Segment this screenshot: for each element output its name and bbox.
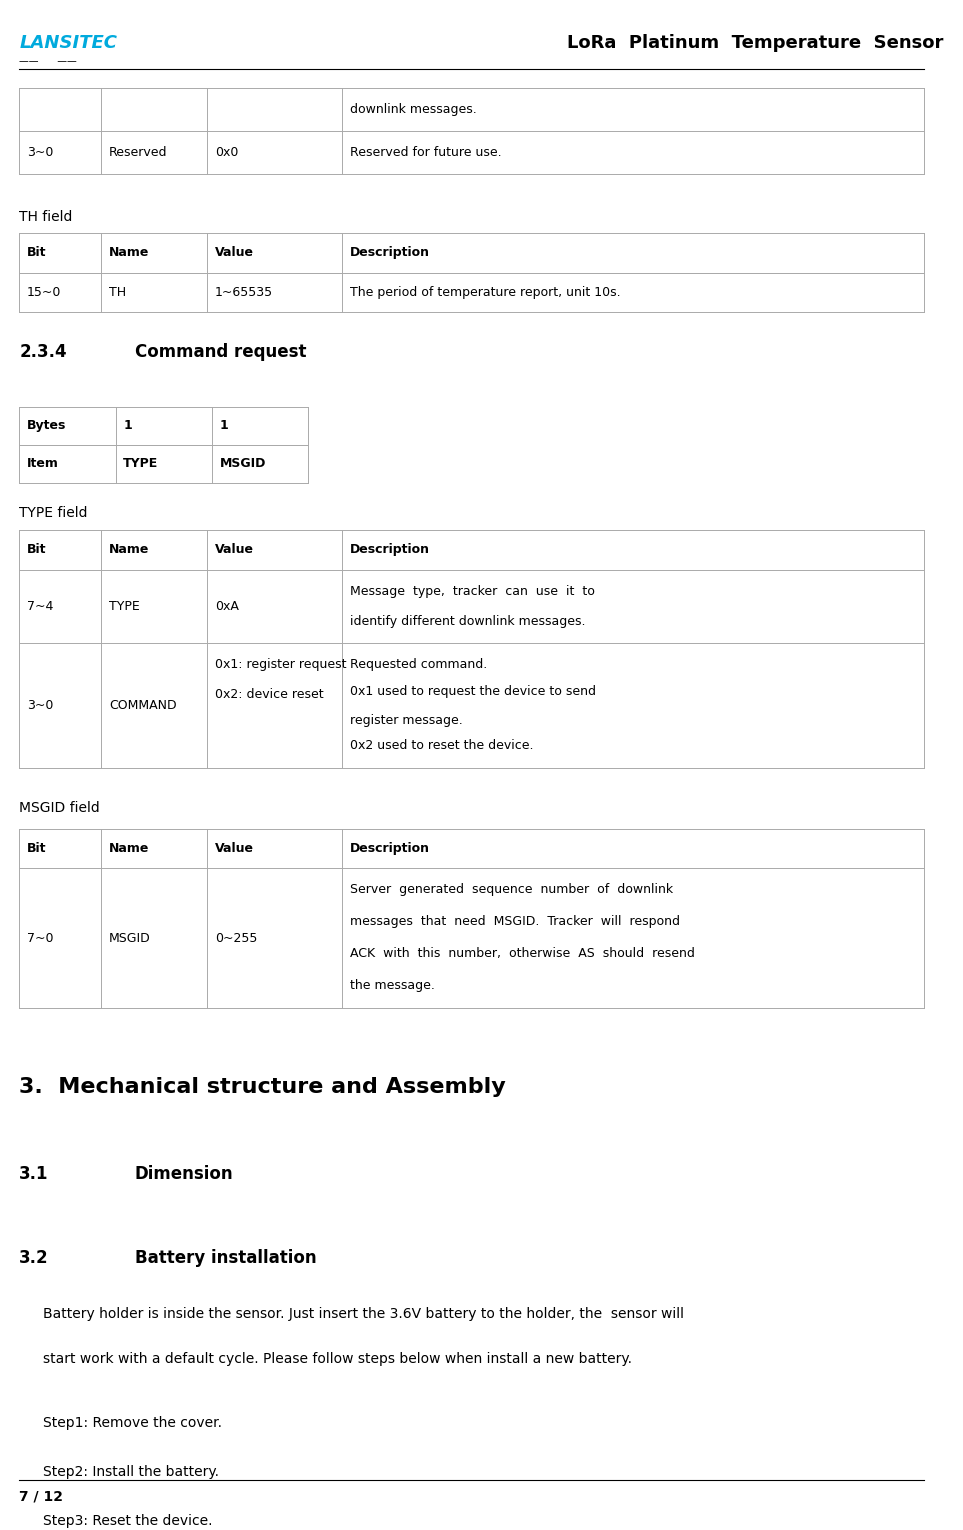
Text: 0x2 used to reset the device.: 0x2 used to reset the device. — [350, 739, 534, 751]
Text: MSGID: MSGID — [109, 932, 150, 944]
Text: 1: 1 — [220, 419, 228, 431]
Text: messages  that  need  MSGID.  Tracker  will  respond: messages that need MSGID. Tracker will r… — [350, 915, 680, 929]
Text: 7~4: 7~4 — [27, 600, 53, 612]
Text: Description: Description — [350, 246, 429, 259]
Text: TYPE: TYPE — [109, 600, 140, 612]
Text: ACK  with  this  number,  otherwise  AS  should  resend: ACK with this number, otherwise AS shoul… — [350, 947, 694, 961]
Text: LoRa  Platinum  Temperature  Sensor: LoRa Platinum Temperature Sensor — [567, 34, 944, 52]
Text: Battery installation: Battery installation — [135, 1248, 317, 1267]
Text: the message.: the message. — [350, 979, 434, 993]
Text: MSGID: MSGID — [220, 457, 266, 470]
Text: Name: Name — [109, 842, 149, 855]
Text: Step1: Remove the cover.: Step1: Remove the cover. — [43, 1417, 222, 1431]
Text: 1~65535: 1~65535 — [215, 286, 273, 298]
Text: 15~0: 15~0 — [27, 286, 62, 298]
Text: 7~0: 7~0 — [27, 932, 54, 944]
Text: 0x0: 0x0 — [215, 145, 238, 159]
Text: register message.: register message. — [350, 715, 462, 727]
Text: Bit: Bit — [27, 246, 46, 259]
Text: Command request: Command request — [135, 343, 306, 361]
Text: Battery holder is inside the sensor. Just insert the 3.6V battery to the holder,: Battery holder is inside the sensor. Jus… — [43, 1307, 685, 1320]
Text: Name: Name — [109, 543, 149, 557]
Text: Bit: Bit — [27, 543, 46, 557]
Text: TH field: TH field — [19, 210, 72, 225]
Text: Bit: Bit — [27, 842, 46, 855]
Text: TYPE field: TYPE field — [19, 505, 88, 520]
Text: Reserved for future use.: Reserved for future use. — [350, 145, 501, 159]
Text: 3.  Mechanical structure and Assembly: 3. Mechanical structure and Assembly — [19, 1077, 506, 1097]
Text: 0x1: register request: 0x1: register request — [215, 658, 347, 672]
Text: 0x1 used to request the device to send: 0x1 used to request the device to send — [350, 685, 595, 698]
Text: 1: 1 — [123, 419, 132, 431]
Text: 0~255: 0~255 — [215, 932, 257, 944]
Text: MSGID field: MSGID field — [19, 802, 100, 815]
Text: 7 / 12: 7 / 12 — [19, 1490, 64, 1504]
Text: Message  type,  tracker  can  use  it  to: Message type, tracker can use it to — [350, 584, 594, 598]
Text: Step2: Install the battery.: Step2: Install the battery. — [43, 1466, 220, 1480]
Text: Server  generated  sequence  number  of  downlink: Server generated sequence number of down… — [350, 883, 673, 897]
Text: 3~0: 3~0 — [27, 145, 53, 159]
Text: COMMAND: COMMAND — [109, 699, 176, 711]
Text: Name: Name — [109, 246, 149, 259]
Text: 0xA: 0xA — [215, 600, 239, 612]
Text: TYPE: TYPE — [123, 457, 159, 470]
Text: Value: Value — [215, 246, 253, 259]
Text: Requested command.: Requested command. — [350, 658, 487, 672]
Text: Description: Description — [350, 543, 429, 557]
Text: The period of temperature report, unit 10s.: The period of temperature report, unit 1… — [350, 286, 620, 298]
Text: 0x2: device reset: 0x2: device reset — [215, 688, 324, 701]
Text: Value: Value — [215, 543, 253, 557]
Text: TH: TH — [109, 286, 126, 298]
Text: Item: Item — [27, 457, 59, 470]
Text: 3.2: 3.2 — [19, 1248, 49, 1267]
Text: Reserved: Reserved — [109, 145, 168, 159]
Text: 2.3.4: 2.3.4 — [19, 343, 66, 361]
Text: downlink messages.: downlink messages. — [350, 103, 477, 116]
Text: ——      ——: —— —— — [19, 57, 77, 66]
Text: Value: Value — [215, 842, 253, 855]
Text: Step3: Reset the device.: Step3: Reset the device. — [43, 1513, 213, 1528]
Text: Dimension: Dimension — [135, 1166, 233, 1183]
Text: start work with a default cycle. Please follow steps below when install a new ba: start work with a default cycle. Please … — [43, 1353, 633, 1366]
Text: Bytes: Bytes — [27, 419, 66, 431]
Text: identify different downlink messages.: identify different downlink messages. — [350, 615, 586, 629]
Text: 3~0: 3~0 — [27, 699, 53, 711]
Text: 3.1: 3.1 — [19, 1166, 49, 1183]
Text: Description: Description — [350, 842, 429, 855]
Text: LANSITEC: LANSITEC — [19, 34, 117, 52]
